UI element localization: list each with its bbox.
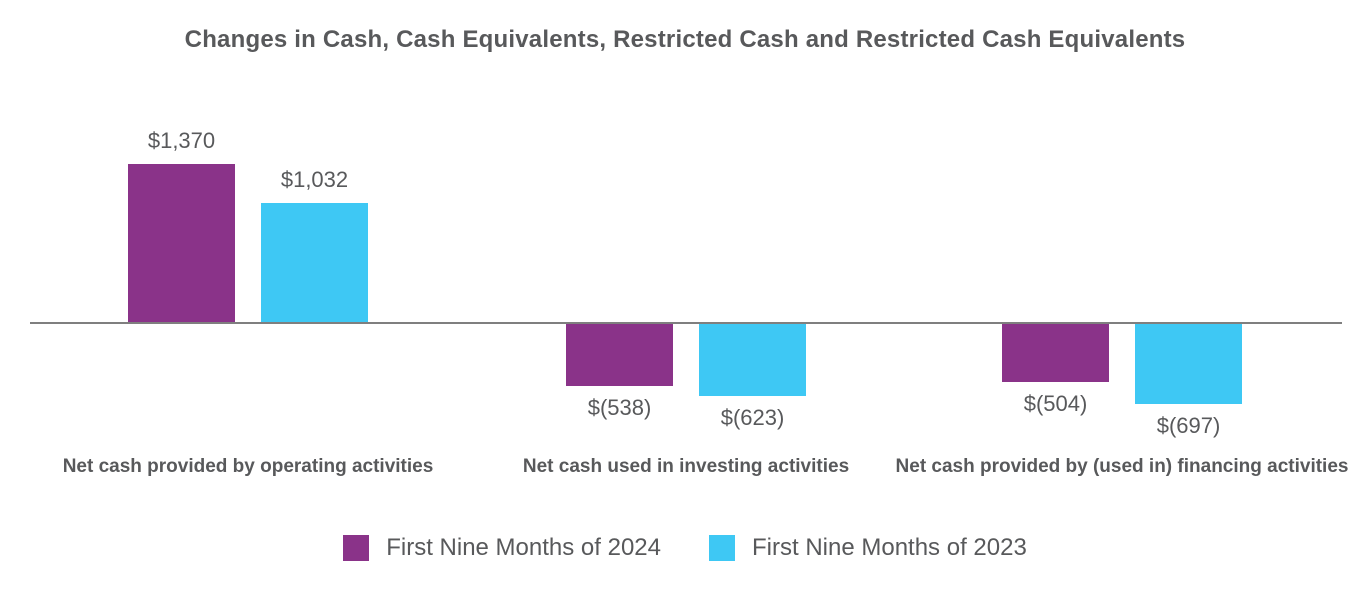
legend-item-2024: First Nine Months of 2024 <box>343 534 661 562</box>
value-label-2023-investing: $(623) <box>720 404 785 430</box>
value-label-2023-financing: $(697) <box>1156 413 1221 439</box>
category-label-operating: Net cash provided by operating activitie… <box>62 456 434 477</box>
value-label-2024-financing: $(504) <box>1023 390 1088 416</box>
legend-label-2023: First Nine Months of 2023 <box>752 534 1027 561</box>
legend-swatch-2023 <box>709 535 735 561</box>
x-axis-line <box>30 322 1342 324</box>
value-label-2023-operating: $1,032 <box>280 167 349 193</box>
bar-2023-investing <box>699 324 806 396</box>
category-label-investing: Net cash used in investing activities <box>522 456 850 477</box>
chart-title: Changes in Cash, Cash Equivalents, Restr… <box>184 26 1186 53</box>
category-label-financing: Net cash provided by (used in) financing… <box>895 456 1349 477</box>
bar-2023-financing <box>1135 324 1242 405</box>
value-label-2024-operating: $1,370 <box>147 128 216 154</box>
bar-2024-financing <box>1002 324 1109 382</box>
bar-2024-operating <box>128 164 235 322</box>
bar-2024-investing <box>566 324 673 386</box>
legend-item-2023: First Nine Months of 2023 <box>709 534 1027 562</box>
legend: First Nine Months of 2024 First Nine Mon… <box>0 534 1370 562</box>
value-label-2024-investing: $(538) <box>587 394 652 420</box>
legend-swatch-2024 <box>343 535 370 561</box>
bar-2023-operating <box>261 203 368 322</box>
legend-label-2024: First Nine Months of 2024 <box>386 534 661 561</box>
